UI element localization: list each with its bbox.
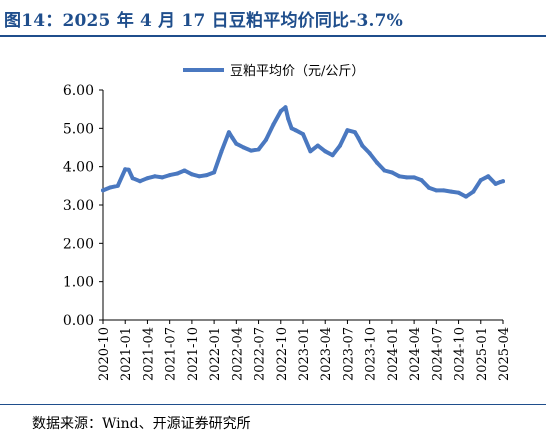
data-point [330, 153, 335, 158]
data-point [412, 175, 417, 180]
data-point [286, 116, 291, 121]
x-tick-label: 2021-10 [186, 327, 201, 381]
x-tick-label: 2021-01 [119, 327, 134, 381]
data-point [115, 183, 120, 188]
data-point [375, 160, 380, 165]
data-point [338, 143, 342, 148]
data-point [323, 149, 328, 154]
data-point [256, 147, 261, 152]
data-point [382, 168, 387, 173]
data-point [226, 130, 231, 135]
data-point [197, 174, 202, 179]
data-point [167, 173, 172, 178]
data-point [356, 135, 361, 140]
data-point [441, 188, 446, 193]
data-point [264, 137, 268, 142]
data-point [478, 178, 483, 183]
data-point [464, 194, 468, 199]
data-point [175, 171, 180, 176]
data-point [160, 175, 165, 180]
source-note: 数据来源：Wind、开源证券研究所 [32, 416, 251, 432]
data-point [367, 151, 372, 156]
data-point [278, 109, 283, 114]
data-point [345, 128, 350, 133]
data-point [126, 167, 131, 172]
data-point [219, 149, 224, 154]
title-divider [0, 35, 546, 37]
y-axis: 0.00 1.00 2.00 3.00 4.00 5.00 6.00 [63, 83, 104, 329]
data-point [189, 172, 194, 177]
data-point [426, 185, 431, 190]
data-point [230, 135, 235, 140]
y-tick-label: 0.00 [63, 313, 94, 329]
data-point [293, 128, 298, 133]
data-point [145, 176, 150, 181]
data-point [404, 175, 409, 180]
data-point [234, 141, 239, 146]
data-point [130, 176, 135, 181]
data-point [283, 105, 288, 110]
legend: 豆粕平均价（元/公斤） [183, 64, 364, 79]
data-point [308, 149, 313, 154]
x-tick-label: 2023-01 [297, 327, 312, 381]
x-tick-label: 2023-10 [364, 327, 379, 381]
legend-label: 豆粕平均价（元/公斤） [230, 64, 364, 79]
x-tick-label: 2024-10 [453, 327, 468, 381]
data-point [212, 170, 217, 175]
data-point [101, 188, 105, 193]
data-point [493, 181, 498, 186]
y-tick-label: 4.00 [63, 160, 94, 176]
data-point [419, 178, 424, 183]
data-point [471, 189, 476, 194]
x-tick-label: 2025-04 [497, 327, 512, 381]
data-point [352, 130, 357, 135]
x-tick-label: 2021-04 [141, 327, 156, 381]
x-tick-label: 2025-01 [475, 327, 490, 381]
x-tick-label: 2022-07 [253, 327, 268, 381]
x-tick-label: 2023-04 [319, 327, 334, 381]
x-axis: 2020-10 2021-01 2021-04 2021-07 2021-10 2022-… [97, 319, 512, 381]
data-point [182, 168, 187, 173]
y-tick-label: 6.00 [63, 83, 94, 99]
data-point [449, 189, 454, 194]
plot-area [101, 105, 505, 199]
x-tick-label: 2024-07 [430, 327, 445, 381]
data-point [249, 148, 254, 153]
data-point [271, 122, 276, 127]
data-point [138, 179, 142, 184]
data-point [301, 132, 305, 137]
data-point [360, 143, 365, 148]
x-tick-label: 2022-10 [275, 327, 290, 381]
data-point [315, 143, 320, 148]
line-chart: 豆粕平均价（元/公斤） 0.00 1.00 2.00 3.00 4.00 5.00 6.00… [63, 64, 512, 381]
data-point [501, 179, 505, 184]
figure-title: 图14：2025 年 4 月 17 日豆粕平均价同比-3.7% [4, 11, 404, 31]
data-point [152, 174, 157, 179]
x-tick-label: 2022-04 [230, 327, 245, 381]
x-tick-label: 2023-07 [341, 327, 356, 381]
y-tick-label: 1.00 [63, 275, 94, 291]
y-tick-label: 5.00 [63, 121, 94, 137]
x-tick-label: 2020-10 [97, 327, 112, 381]
x-tick-label: 2024-01 [386, 327, 401, 381]
data-point [241, 145, 246, 150]
data-point [434, 188, 439, 193]
footer-divider [0, 404, 546, 405]
y-tick-label: 3.00 [63, 198, 94, 214]
series-line [101, 105, 505, 199]
data-point [456, 190, 461, 195]
y-tick-label: 2.00 [63, 236, 94, 252]
x-tick-label: 2021-07 [164, 327, 179, 381]
data-point [486, 174, 491, 179]
data-point [397, 174, 402, 179]
data-point [108, 185, 113, 190]
x-tick-label: 2024-04 [408, 327, 423, 381]
data-point [289, 126, 294, 131]
data-point [123, 167, 128, 172]
data-point [204, 173, 209, 178]
data-point [389, 170, 394, 175]
x-tick-label: 2022-01 [208, 327, 223, 381]
